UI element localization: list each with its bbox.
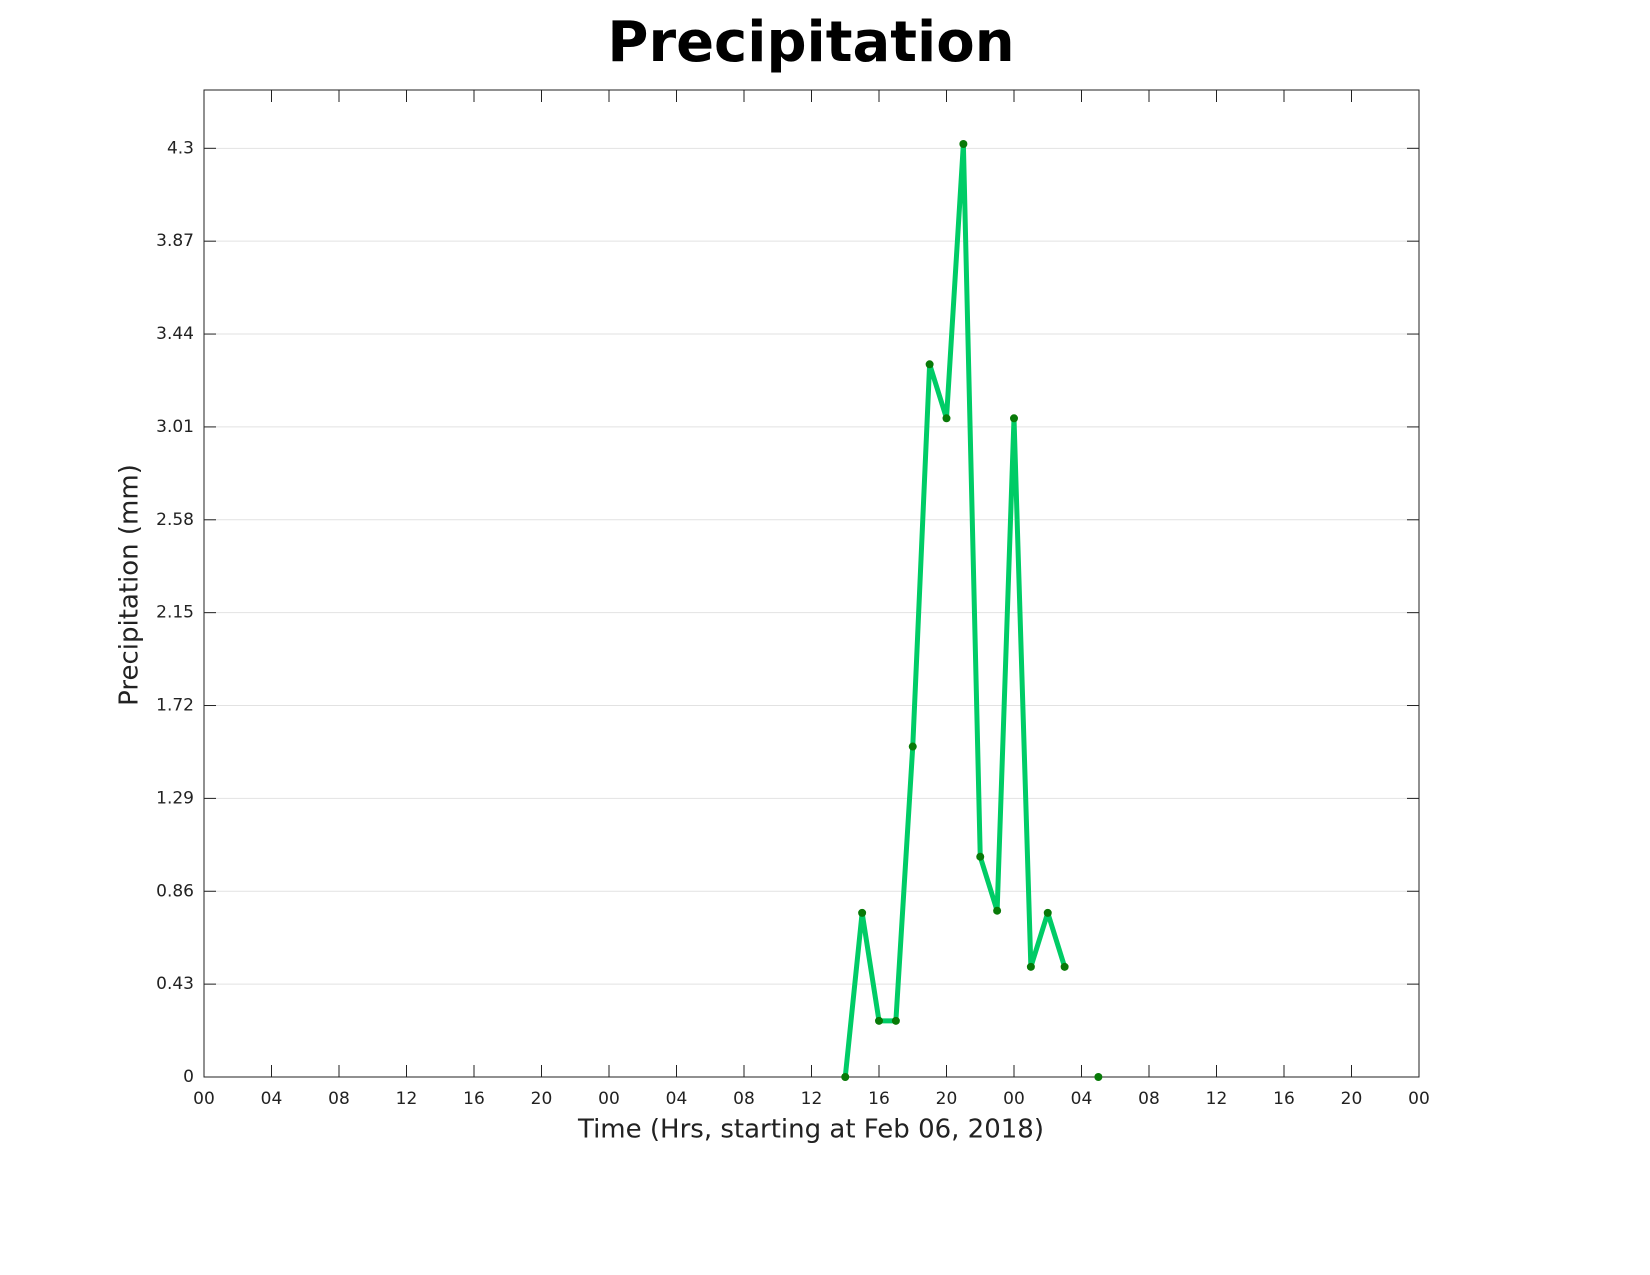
data-point <box>1043 908 1052 917</box>
data-point <box>1026 962 1035 971</box>
x-tick-label: 16 <box>463 1089 485 1109</box>
data-point <box>1010 414 1018 423</box>
data-point <box>976 852 985 861</box>
y-tick-label: 2.15 <box>156 603 194 623</box>
data-point <box>858 908 867 917</box>
data-point <box>959 139 968 148</box>
y-axis-label: Precipitation (mm) <box>115 464 145 706</box>
x-tick-label: 08 <box>1138 1089 1160 1109</box>
x-tick-label: 04 <box>261 1089 283 1109</box>
x-tick-label: 00 <box>598 1089 620 1109</box>
data-point <box>908 742 917 751</box>
y-tick-label: 4.3 <box>167 138 194 158</box>
x-tick-label: 08 <box>328 1089 350 1109</box>
x-tick-label: 00 <box>1003 1089 1025 1109</box>
x-tick-label: 16 <box>1273 1089 1295 1109</box>
y-tick-label: 2.58 <box>156 510 194 530</box>
y-tick-label: 1.72 <box>156 696 194 716</box>
x-tick-label: 12 <box>801 1089 823 1109</box>
x-tick-label: 12 <box>396 1089 418 1109</box>
data-point <box>891 1016 900 1025</box>
data-point <box>875 1016 883 1025</box>
x-tick-label: 04 <box>666 1089 688 1109</box>
chart-title: Precipitation <box>607 10 1014 75</box>
y-tick-label: 0 <box>183 1067 194 1087</box>
y-tick-label: 3.87 <box>156 231 194 251</box>
data-point <box>841 1073 850 1081</box>
y-tick-label: 1.29 <box>156 788 194 808</box>
x-axis-label: Time (Hrs, starting at Feb 06, 2018) <box>577 1115 1044 1145</box>
data-point <box>942 414 951 423</box>
x-tick-label: 08 <box>733 1089 755 1109</box>
x-tick-label: 20 <box>531 1089 553 1109</box>
data-line <box>842 141 1068 1078</box>
y-tick-label: 0.86 <box>156 881 194 901</box>
data-point <box>1094 1073 1103 1081</box>
y-tick-label: 0.43 <box>156 974 194 994</box>
x-tick-label: 00 <box>193 1089 215 1109</box>
x-tick-label: 04 <box>1071 1089 1093 1109</box>
plot-frame <box>203 89 1420 1078</box>
data-point <box>993 906 1002 915</box>
data-point <box>1060 962 1069 971</box>
x-tick-label: 16 <box>868 1089 890 1109</box>
x-tick-label: 20 <box>936 1089 958 1109</box>
data-point <box>925 360 934 369</box>
x-tick-label: 20 <box>1341 1089 1363 1109</box>
x-tick-label: 00 <box>1408 1089 1430 1109</box>
y-tick-label: 3.01 <box>156 417 194 437</box>
x-tick-label: 12 <box>1206 1089 1228 1109</box>
y-tick-label: 3.44 <box>156 324 194 344</box>
